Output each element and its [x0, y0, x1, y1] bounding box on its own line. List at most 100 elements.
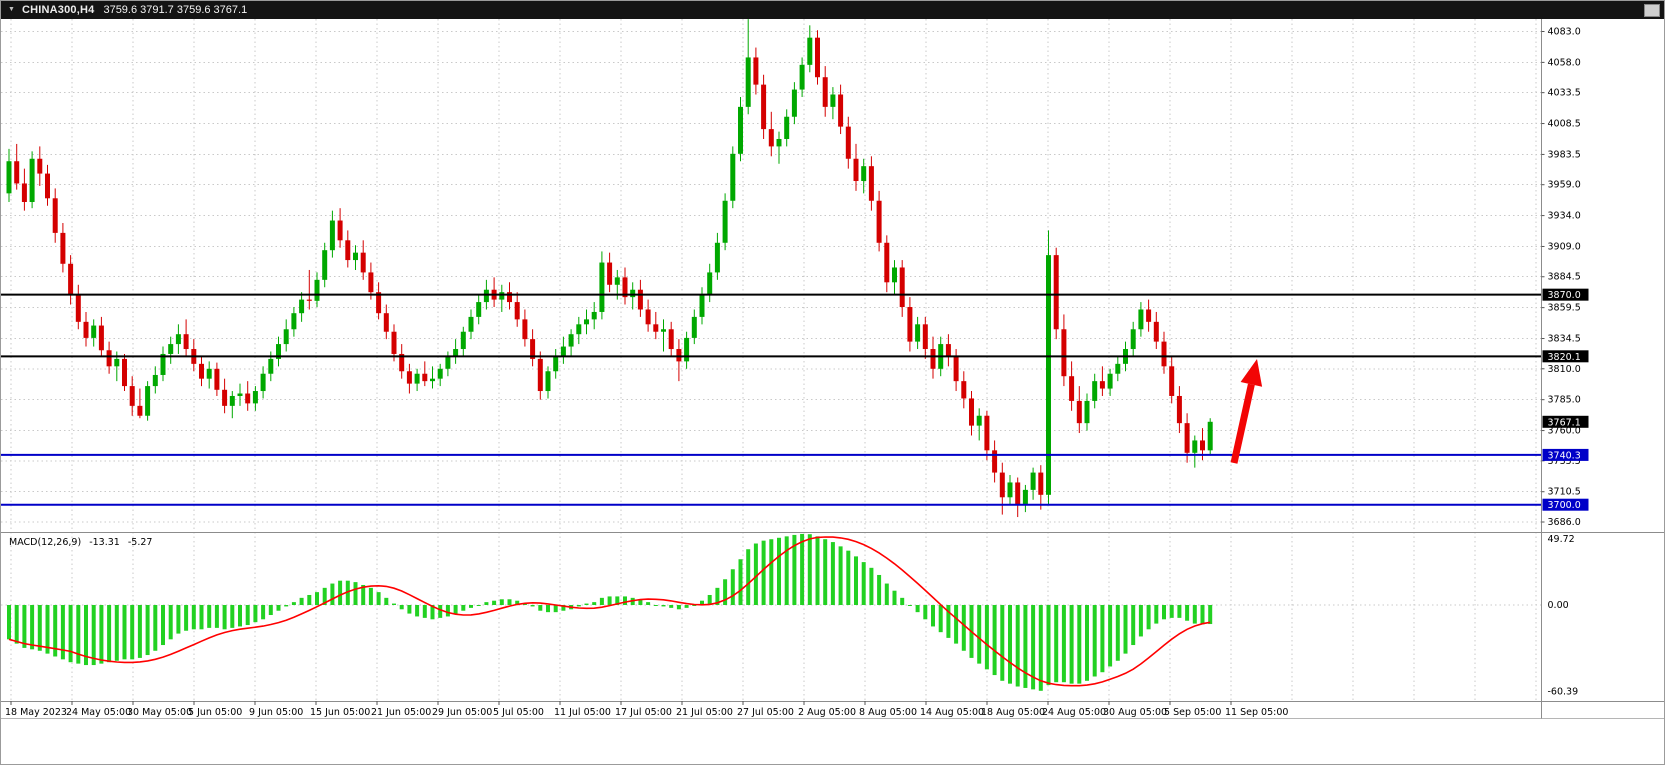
macd-bar — [1054, 605, 1059, 683]
price-marker-3870.0 — [1542, 288, 1589, 301]
chart-titlebar[interactable]: ▼ CHINA300,H4 3759.6 3791.7 3759.6 3767.… — [1, 1, 1664, 19]
macd-bar — [415, 605, 420, 617]
macd-bar — [977, 605, 982, 664]
candle — [322, 242, 328, 288]
arrow-annotation-head — [1240, 359, 1263, 387]
macd-bar — [615, 596, 620, 605]
macd-bar — [368, 587, 373, 605]
macd-bar — [961, 605, 966, 651]
time-axis-label: 29 Jun 05:00 — [432, 707, 492, 718]
macd-bar — [37, 605, 42, 651]
time-axis-label: 24 Aug 05:00 — [1042, 707, 1106, 718]
macd-bar — [1069, 605, 1074, 684]
macd-bar — [53, 605, 58, 657]
titlebar-corner-box[interactable] — [1644, 4, 1660, 17]
macd-bar — [322, 587, 327, 605]
candle — [684, 331, 690, 369]
macd-bar — [992, 605, 997, 676]
macd-bar — [576, 605, 581, 607]
symbol-dropdown-icon[interactable]: ▼ — [8, 6, 15, 13]
candle — [761, 74, 767, 139]
macd-bar — [230, 605, 235, 628]
candle — [206, 361, 212, 389]
macd-bar — [984, 605, 989, 670]
macd-bar — [76, 605, 81, 664]
candle — [368, 262, 374, 300]
macd-bar — [1077, 605, 1082, 684]
macd-bar — [1115, 605, 1120, 661]
macd-bar — [638, 599, 643, 605]
price-axis-label: 3834.5 — [1548, 334, 1581, 345]
candle — [414, 368, 420, 392]
candle — [222, 378, 228, 414]
candle — [922, 316, 928, 359]
candle — [122, 353, 127, 392]
macd-bar — [238, 605, 242, 627]
macd-bar — [661, 605, 666, 607]
macd-bar — [954, 605, 959, 644]
macd-bar — [45, 605, 50, 654]
candle — [468, 309, 474, 340]
candle — [1115, 356, 1121, 382]
candle — [1176, 386, 1182, 434]
macd-bar — [376, 592, 381, 605]
chart-canvas[interactable]: 4083.0 4058.0 4033.5 4008.5 3983.5 3959.0 3934… — [1, 19, 1665, 765]
macd-bar — [114, 605, 119, 661]
time-axis-label: 21 Jul 05:00 — [676, 707, 733, 718]
macd-axis-label: -60.39 — [1548, 686, 1579, 697]
macd-bar — [761, 540, 766, 605]
time-axis-label: 11 Sep 05:00 — [1225, 707, 1288, 718]
price-axis-label: 4033.5 — [1548, 88, 1581, 99]
candle — [21, 168, 27, 211]
macd-bar — [153, 605, 158, 651]
time-axis-label: 21 Jun 05:00 — [371, 707, 431, 718]
candle — [1061, 314, 1067, 387]
candle — [6, 148, 12, 202]
time-axis-label: 30 May 05:00 — [127, 707, 192, 718]
arrow-annotation[interactable] — [1230, 359, 1263, 464]
candle — [1007, 475, 1013, 505]
candle — [1192, 435, 1198, 468]
macd-bar — [176, 605, 181, 634]
candle — [522, 309, 528, 347]
candle — [999, 462, 1005, 515]
candle — [199, 356, 204, 387]
candle — [91, 319, 97, 347]
candle — [68, 255, 74, 305]
candle — [568, 329, 574, 357]
time-axis-label: 15 Jun 05:00 — [310, 707, 370, 718]
candle — [1107, 368, 1113, 396]
macd-bar — [907, 605, 912, 606]
macd-bar — [1108, 605, 1113, 667]
price-marker-3700.0 — [1542, 498, 1589, 511]
macd-bar — [184, 605, 189, 631]
macd-bar — [291, 602, 296, 605]
macd-bar — [1085, 605, 1089, 681]
candle — [791, 82, 797, 125]
macd-bar — [1000, 605, 1005, 681]
macd-bar — [430, 605, 435, 620]
macd-bar — [1185, 605, 1190, 621]
macd-main-value: -13.31 — [89, 537, 120, 548]
price-marker-3740.3 — [1542, 448, 1589, 461]
macd-bar — [777, 537, 781, 605]
macd-bar — [823, 539, 828, 605]
candle — [622, 267, 628, 305]
candle — [183, 319, 189, 357]
macd-bar — [607, 596, 612, 605]
candle — [537, 351, 543, 400]
candle — [152, 366, 158, 394]
candle — [314, 272, 320, 308]
macd-bar — [669, 605, 674, 608]
macd-bar — [1200, 605, 1205, 625]
time-axis-label: 18 Aug 05:00 — [981, 707, 1045, 718]
macd-bar — [461, 605, 466, 611]
macd-bar — [730, 569, 735, 605]
candle — [799, 57, 805, 97]
candle — [637, 279, 643, 317]
macd-bar — [107, 605, 112, 663]
panel-borders — [1, 19, 1664, 719]
macd-bar — [222, 605, 227, 630]
candle — [853, 143, 859, 191]
macd-bar — [14, 605, 19, 644]
